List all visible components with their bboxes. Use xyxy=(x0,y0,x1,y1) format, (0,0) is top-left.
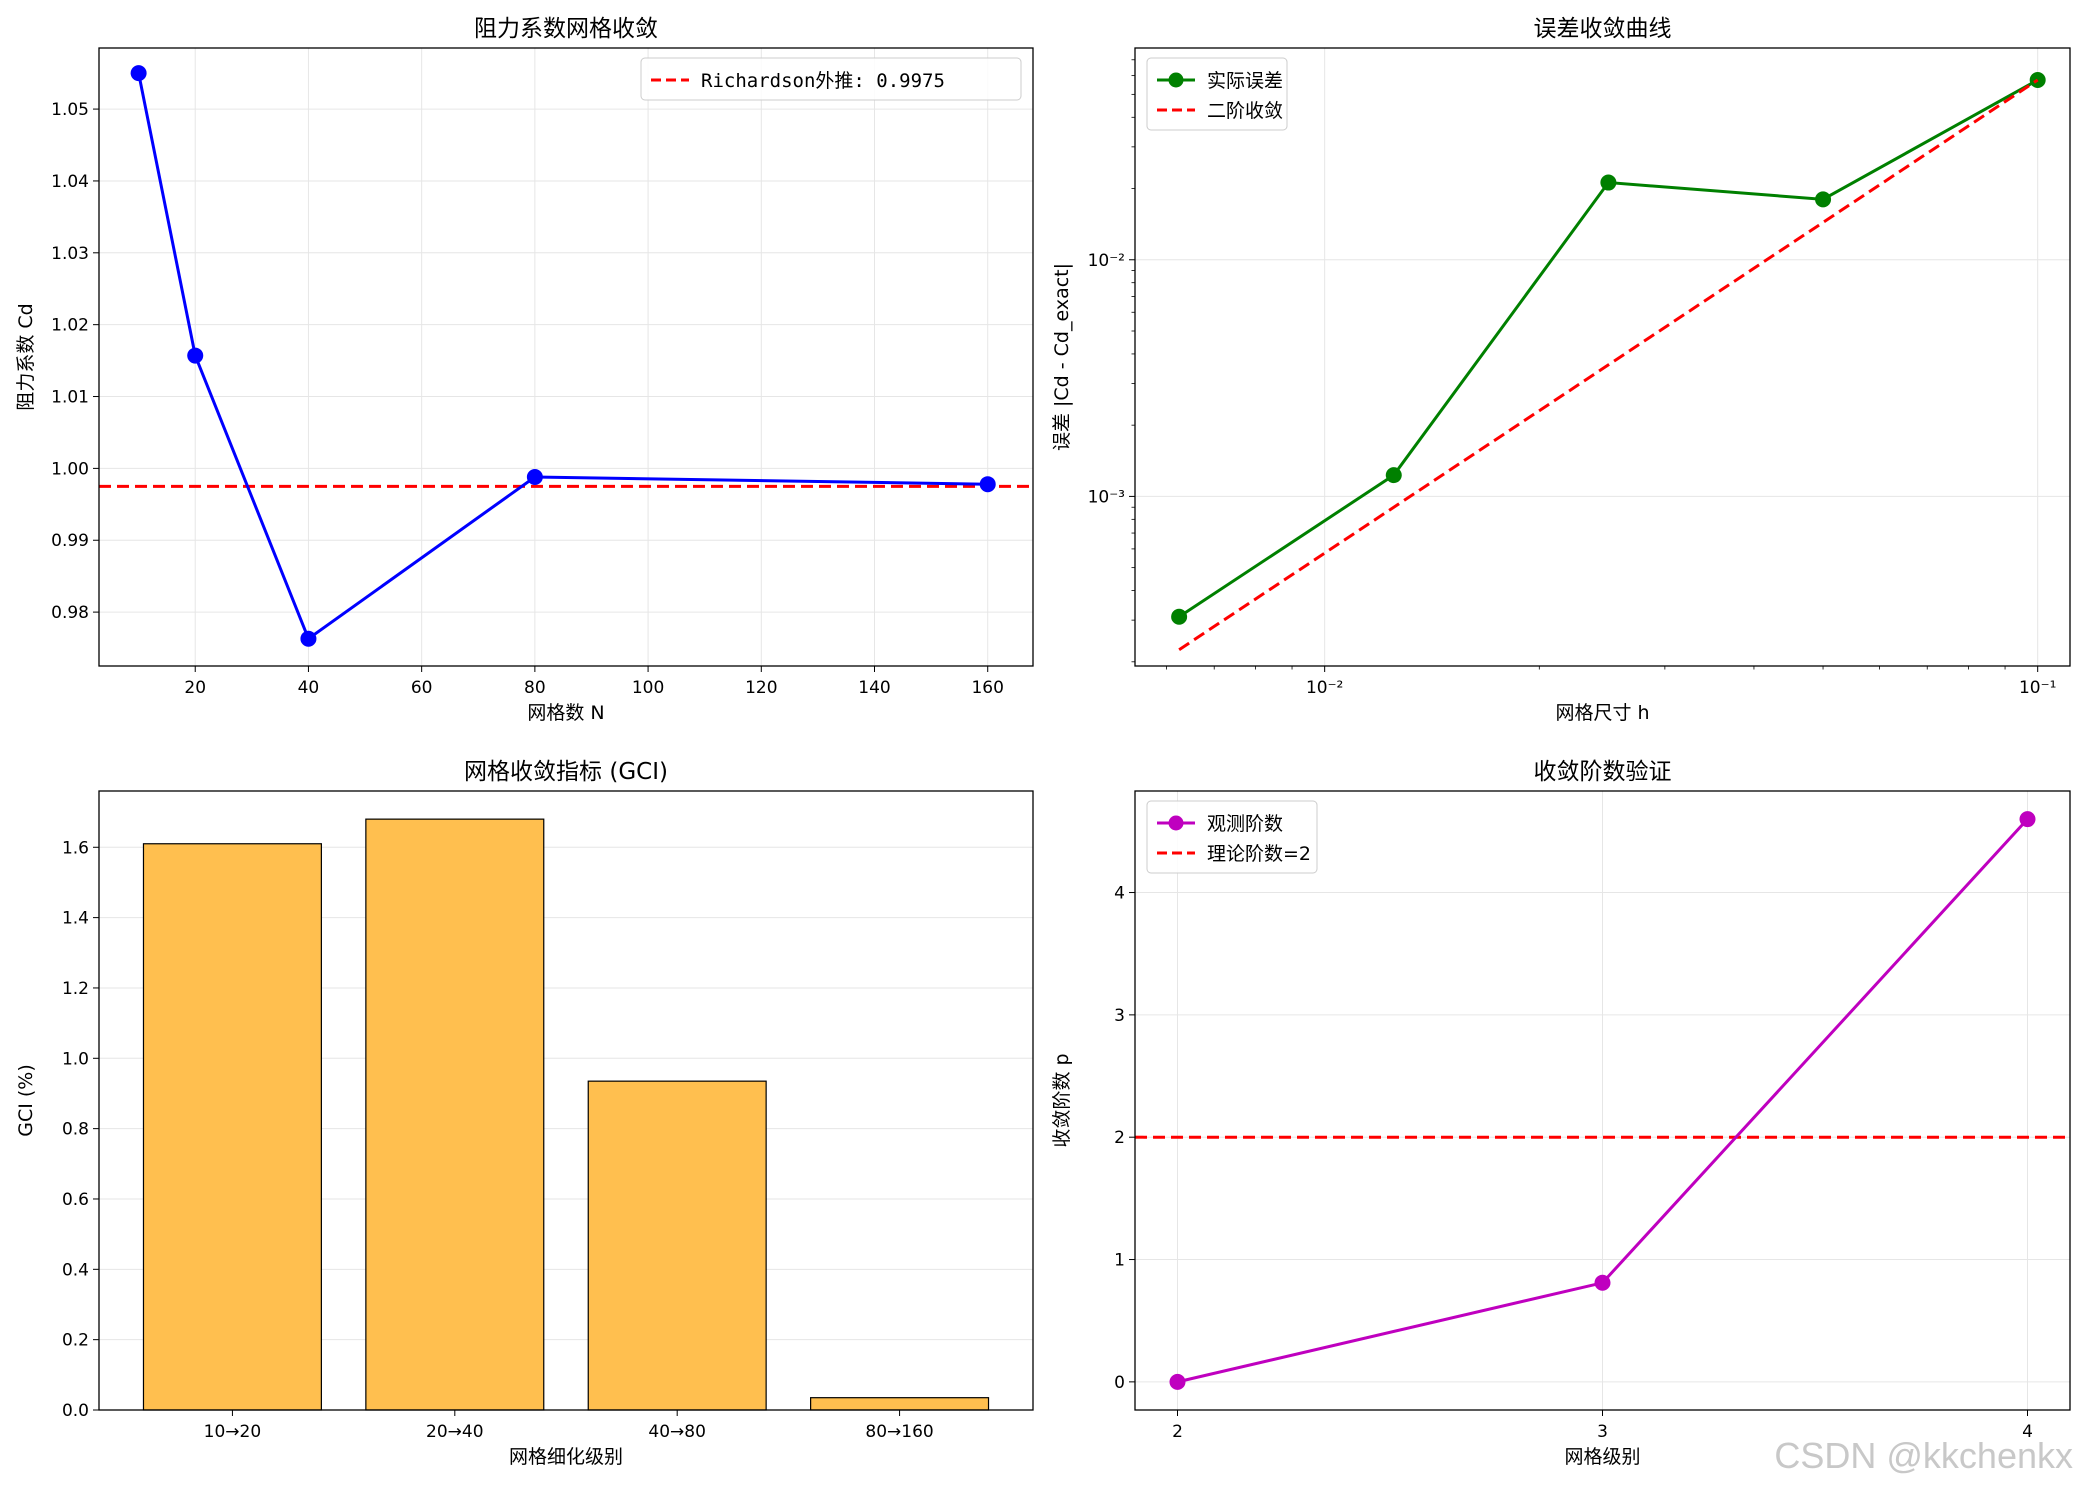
data-point xyxy=(1171,608,1188,625)
x-tick-label: 40→80 xyxy=(648,1422,706,1442)
x-axis-label: 网格数 N xyxy=(527,702,604,724)
y-tick-label: 1.01 xyxy=(51,388,89,408)
axes-frame xyxy=(1134,790,2071,1411)
x-tick-label: 120 xyxy=(745,678,777,698)
x-tick-label: 60 xyxy=(411,678,433,698)
panel-gci: 网格收敛指标 (GCI) 网格细化级别 GCI (%) 10→20 20→40 40→80… xyxy=(15,759,1034,1468)
axes-frame xyxy=(98,47,1034,667)
legend-marker xyxy=(1168,72,1184,88)
data-point xyxy=(300,630,317,647)
x-tick-label: 2 xyxy=(1172,1422,1183,1442)
data-point xyxy=(979,476,996,493)
data-point xyxy=(526,469,543,486)
x-tick-label: 10⁻¹ xyxy=(2019,678,2056,698)
x-tick-label: 80 xyxy=(524,678,546,698)
y-tick-label: 1.04 xyxy=(51,172,89,192)
x-axis-label: 网格级别 xyxy=(1564,1446,1640,1468)
legend-label: 二阶收敛 xyxy=(1207,100,1283,122)
y-axis-label: 阻力系数 Cd xyxy=(15,303,37,410)
x-tick-label: 10⁻² xyxy=(1306,678,1343,698)
watermark: CSDN @kkchenkx xyxy=(1774,1435,2073,1476)
bar xyxy=(142,843,322,1411)
y-axis-label: 收敛阶数 p xyxy=(1051,1053,1073,1147)
x-tick-label: 20 xyxy=(184,678,206,698)
y-tick-label: 0.4 xyxy=(62,1260,89,1280)
legend-marker xyxy=(1168,815,1184,831)
x-tick-label: 3 xyxy=(1597,1422,1608,1442)
x-tick-label: 20→40 xyxy=(426,1422,484,1442)
x-tick-label: 140 xyxy=(858,678,890,698)
y-tick-label: 0.98 xyxy=(51,603,89,623)
series-line xyxy=(137,72,988,642)
axes-frame xyxy=(1134,47,2071,667)
legend: Richardson外推: 0.9975 xyxy=(640,57,1022,101)
legend-label: 实际误差 xyxy=(1207,70,1283,92)
data-point xyxy=(2019,811,2036,828)
y-tick-label: 1.02 xyxy=(51,316,89,336)
y-tick-label: 0.8 xyxy=(62,1120,89,1140)
y-tick-label: 3 xyxy=(1114,1006,1125,1026)
y-tick-label: 10⁻³ xyxy=(1088,487,1125,507)
y-tick-label: 1.4 xyxy=(62,909,89,929)
legend-frame xyxy=(1146,800,1318,874)
data-point xyxy=(130,65,147,82)
y-tick-label: 1.03 xyxy=(51,244,89,264)
y-tick-label: 2 xyxy=(1114,1128,1125,1148)
chart-title: 阻力系数网格收敛 xyxy=(474,16,658,42)
x-tick-label: 40 xyxy=(298,678,320,698)
x-tick-label: 160 xyxy=(971,678,1003,698)
data-point xyxy=(1594,1274,1611,1291)
y-tick-label: 0 xyxy=(1114,1373,1125,1393)
bar xyxy=(810,1397,990,1411)
x-tick-label: 80→160 xyxy=(865,1422,933,1442)
data-point xyxy=(187,347,204,364)
y-tick-label: 1.0 xyxy=(62,1049,89,1069)
chart-title: 误差收敛曲线 xyxy=(1534,16,1672,42)
y-tick-label: 1.05 xyxy=(51,100,89,120)
axes-frame xyxy=(98,790,1034,1411)
chart-title: 网格收敛指标 (GCI) xyxy=(464,759,668,785)
y-tick-label: 0.99 xyxy=(51,531,89,551)
y-tick-label: 0.0 xyxy=(62,1401,89,1421)
data-point xyxy=(1815,191,1832,208)
y-axis-label: 误差 |Cd - Cd_exact| xyxy=(1051,263,1073,451)
chart-title: 收敛阶数验证 xyxy=(1534,759,1672,785)
y-tick-label: 4 xyxy=(1114,884,1125,904)
y-axis-label: GCI (%) xyxy=(15,1064,37,1137)
legend-frame xyxy=(640,57,1022,101)
y-tick-label: 1.2 xyxy=(62,979,89,999)
legend-label: 观测阶数 xyxy=(1207,813,1283,835)
bar xyxy=(587,1080,767,1411)
legend-label: 理论阶数=2 xyxy=(1207,843,1311,865)
actual-error-line xyxy=(1178,78,2039,619)
y-tick-label: 0.2 xyxy=(62,1331,89,1351)
x-axis-label: 网格尺寸 h xyxy=(1555,702,1649,724)
y-tick-label: 1 xyxy=(1114,1251,1125,1271)
data-point xyxy=(1600,174,1617,191)
y-tick-label: 1.00 xyxy=(51,459,89,479)
data-point xyxy=(1385,467,1402,484)
x-tick-label: 100 xyxy=(632,678,664,698)
bar xyxy=(365,818,545,1411)
y-tick-label: 10⁻² xyxy=(1088,251,1125,271)
y-tick-label: 0.6 xyxy=(62,1190,89,1210)
legend-label: Richardson外推: 0.9975 xyxy=(701,70,945,92)
y-tick-label: 1.6 xyxy=(62,838,89,858)
x-tick-label: 4 xyxy=(2022,1422,2033,1442)
x-axis-label: 网格细化级别 xyxy=(509,1446,623,1468)
second-order-line xyxy=(1178,78,2039,651)
data-point xyxy=(1169,1373,1186,1390)
x-tick-label: 10→20 xyxy=(204,1422,262,1442)
